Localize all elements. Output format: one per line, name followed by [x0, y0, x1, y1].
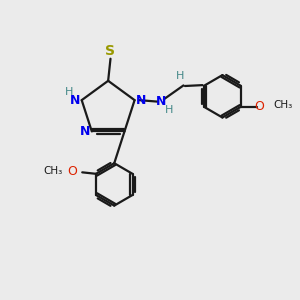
Text: O: O — [68, 165, 78, 178]
Text: O: O — [255, 100, 265, 113]
Text: N: N — [136, 94, 146, 106]
Text: CH₃: CH₃ — [273, 100, 293, 110]
Text: N: N — [80, 125, 91, 138]
Text: N: N — [156, 95, 166, 108]
Text: H: H — [65, 87, 74, 97]
Text: H: H — [176, 71, 184, 81]
Text: CH₃: CH₃ — [44, 166, 63, 176]
Text: H: H — [165, 105, 173, 115]
Text: S: S — [106, 44, 116, 58]
Text: N: N — [70, 94, 80, 106]
